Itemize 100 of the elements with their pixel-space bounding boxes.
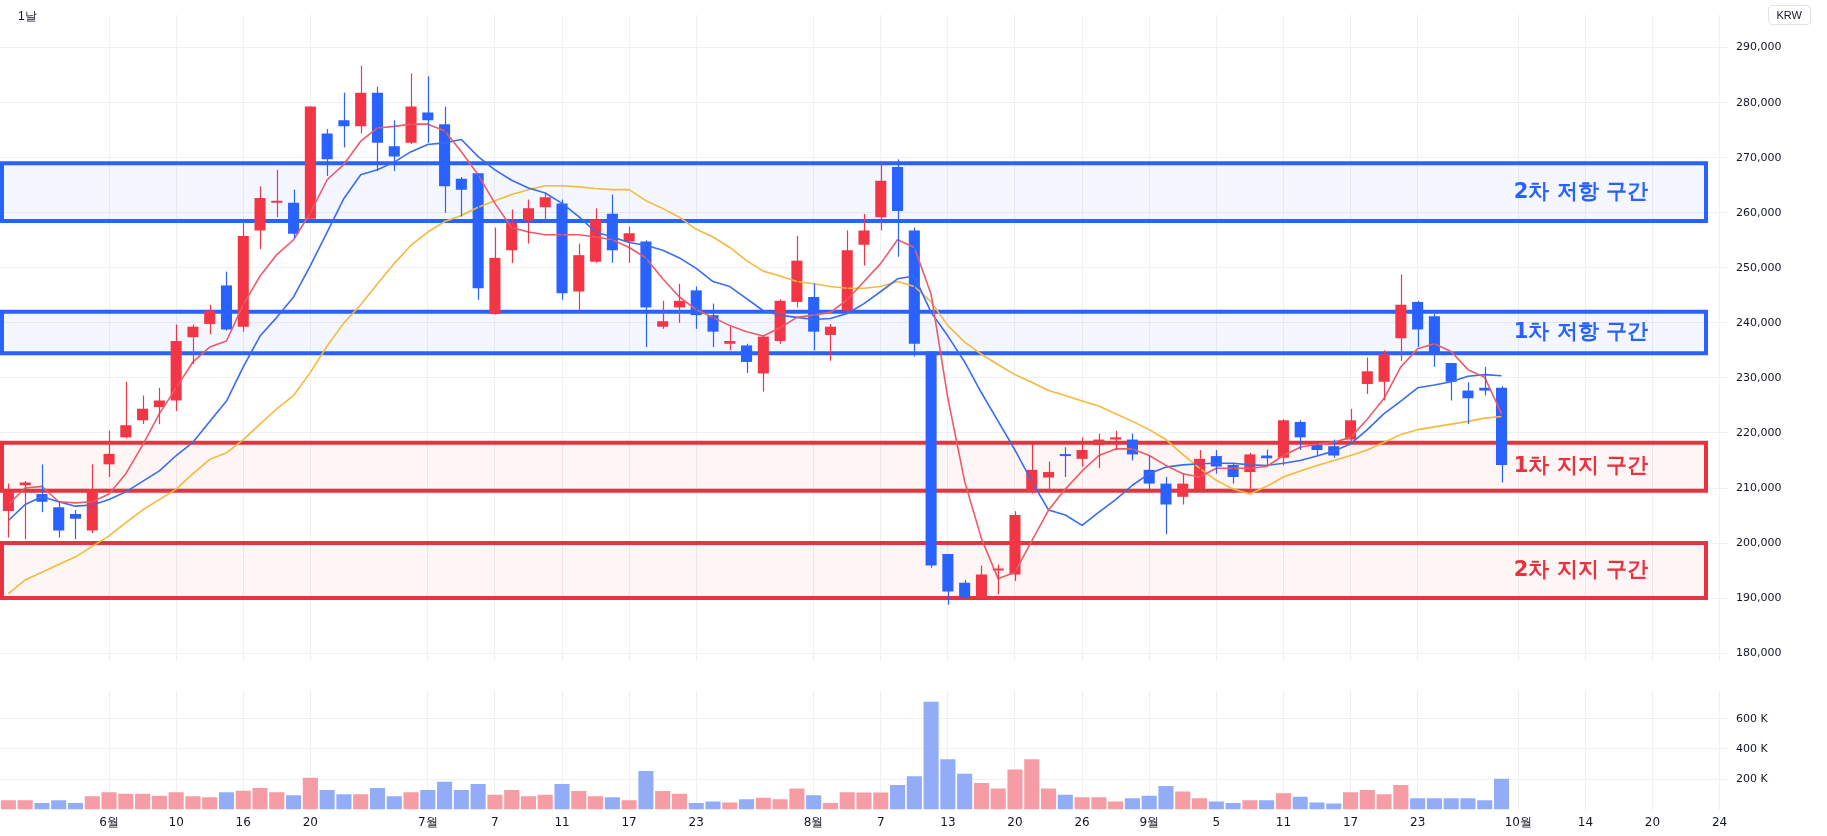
bar xyxy=(1275,793,1291,810)
bar xyxy=(286,795,302,810)
candlestick xyxy=(657,300,669,330)
candlestick xyxy=(120,381,132,440)
band-label: 1차 저항 구간 xyxy=(1513,318,1648,343)
x-tick-label: 16 xyxy=(235,814,251,829)
bar xyxy=(621,800,637,810)
x-tick-label: 7월 xyxy=(417,814,438,829)
x-tick-label: 23 xyxy=(688,814,704,829)
bar xyxy=(1208,801,1224,810)
bar xyxy=(470,783,486,810)
candlestick xyxy=(1059,446,1071,478)
bar xyxy=(403,792,419,810)
bar xyxy=(135,793,151,810)
candlestick xyxy=(53,501,65,539)
x-tick-label: 11 xyxy=(1275,814,1292,829)
candlestick xyxy=(1479,366,1491,397)
bar xyxy=(1493,778,1510,810)
bar xyxy=(638,771,654,810)
bar xyxy=(487,794,503,810)
bar xyxy=(655,791,671,810)
y-tick-label: 200 K xyxy=(1736,772,1769,786)
bar xyxy=(1259,800,1275,810)
bar xyxy=(1040,788,1057,810)
candlestick xyxy=(1361,356,1373,395)
y-tick-label: 190,000 xyxy=(1736,590,1782,604)
candlestick xyxy=(757,334,769,393)
x-tick-label: 13 xyxy=(940,814,956,829)
x-tick-label: 26 xyxy=(1074,814,1090,829)
candlestick xyxy=(489,227,501,316)
bar xyxy=(890,784,906,810)
y-tick-label: 200,000 xyxy=(1736,535,1782,549)
bar xyxy=(0,800,16,810)
bar xyxy=(973,782,989,810)
x-tick-label: 17 xyxy=(621,814,637,829)
y-tick-label: 600 K xyxy=(1736,711,1769,725)
x-tick-label: 20 xyxy=(1644,814,1661,829)
y-tick-label: 240,000 xyxy=(1736,315,1782,329)
bar xyxy=(554,783,570,810)
bar xyxy=(504,790,520,810)
candlestick xyxy=(522,198,534,245)
bar xyxy=(755,797,771,810)
candlestick xyxy=(338,92,350,148)
x-tick-label: 20 xyxy=(302,814,319,829)
x-tick-label: 7 xyxy=(491,814,499,829)
bar xyxy=(957,773,973,810)
bar xyxy=(906,776,922,810)
bar xyxy=(218,792,235,810)
y-tick-label: 280,000 xyxy=(1736,95,1782,109)
chart-title: 1날 xyxy=(18,8,37,25)
candlestick xyxy=(724,326,736,351)
candlestick xyxy=(858,213,870,267)
y-tick-label: 250,000 xyxy=(1736,260,1782,274)
y-tick-label: 180,000 xyxy=(1736,646,1782,659)
band-label: 2차 저항 구간 xyxy=(1513,178,1648,203)
bar xyxy=(1342,792,1359,810)
band-label: 2차 지지 구간 xyxy=(1513,557,1648,582)
x-tick-label: 10 xyxy=(168,814,184,829)
candlestick xyxy=(405,72,417,145)
bar xyxy=(302,777,318,810)
y-tick-label: 270,000 xyxy=(1736,150,1782,164)
bar xyxy=(420,790,436,810)
x-tick-label: 7 xyxy=(876,814,885,829)
y-tick-label: 230,000 xyxy=(1736,370,1782,384)
bar xyxy=(571,791,587,810)
bar xyxy=(671,793,688,810)
candlestick xyxy=(875,160,887,231)
x-tick-label: 17 xyxy=(1342,814,1359,829)
bar xyxy=(588,796,604,810)
x-tick-label: 8월 xyxy=(803,814,824,829)
bar xyxy=(1175,791,1191,810)
bar xyxy=(722,802,738,810)
x-tick-label: 6월 xyxy=(99,814,119,829)
y-tick-label: 260,000 xyxy=(1736,205,1782,219)
bar xyxy=(353,794,369,810)
bar xyxy=(437,781,453,810)
y-tick-label: 290,000 xyxy=(1736,40,1782,54)
bar xyxy=(1410,798,1426,810)
bar xyxy=(1057,794,1073,810)
x-tick-label: 10월 xyxy=(1504,814,1532,829)
x-tick-label: 23 xyxy=(1409,814,1426,829)
y-tick-label: 220,000 xyxy=(1736,425,1782,439)
y-tick-label: 210,000 xyxy=(1736,480,1782,494)
bar xyxy=(202,797,218,810)
text: KRW xyxy=(1767,5,1811,25)
bar xyxy=(51,800,67,810)
x-tick-label: 5 xyxy=(1212,814,1221,829)
bar xyxy=(386,796,402,810)
candlestick xyxy=(1378,349,1390,402)
bar xyxy=(17,800,33,810)
candlestick xyxy=(455,176,467,218)
x-tick-label: 14 xyxy=(1577,814,1594,829)
bar xyxy=(1426,798,1442,810)
x-tick-label: 11 xyxy=(554,814,570,829)
candlestick xyxy=(573,243,585,313)
bar xyxy=(739,799,755,810)
candlestick xyxy=(271,169,283,218)
bar xyxy=(537,794,553,810)
candlestick xyxy=(69,509,82,540)
x-tick-label: 20 xyxy=(1007,814,1023,829)
